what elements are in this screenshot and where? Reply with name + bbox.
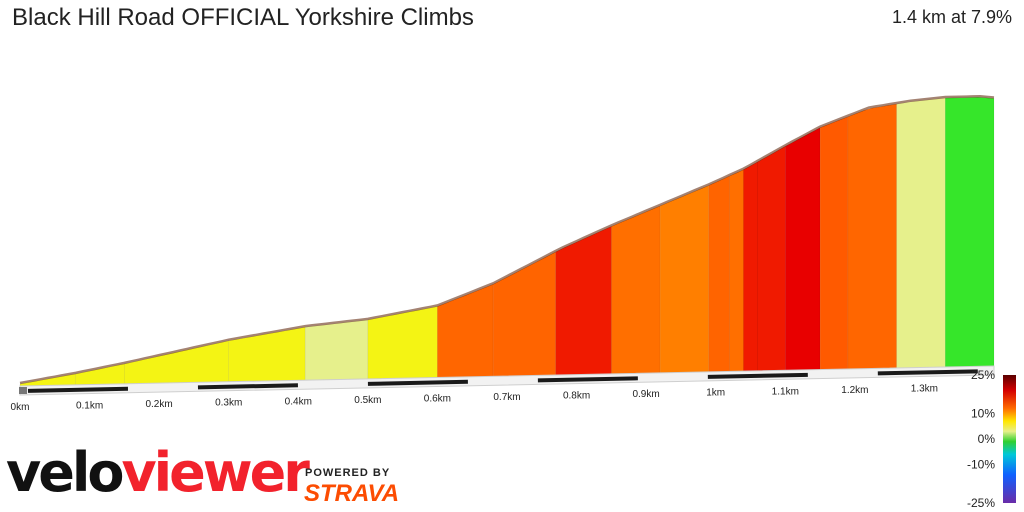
distance-tick-label: 1km: [706, 388, 725, 399]
distance-tick-label: 1.2km: [841, 385, 868, 396]
gradient-segment: [743, 161, 758, 372]
gradient-scale-label: -25%: [967, 496, 995, 510]
distance-gradient-summary: 1.4 km at 7.9%: [891, 7, 1012, 27]
gradient-segment: [555, 225, 612, 376]
veloviewer-logo: veloviewer: [6, 441, 310, 504]
gradient-segment: [944, 96, 995, 368]
distance-tick-label: 0.5km: [354, 395, 381, 406]
distance-tick-label: 0.3km: [215, 398, 242, 409]
profile-edge-line: [19, 95, 995, 385]
road-start-cap: [19, 387, 27, 394]
distance-tick-label: 0.9km: [632, 389, 659, 400]
gradient-scale-label: 0%: [978, 432, 996, 446]
gradient-scale-label: -10%: [967, 458, 995, 472]
road-baseline: [19, 365, 995, 396]
profile-top-edge: [19, 95, 995, 385]
gradient-scale-bar: [1003, 375, 1016, 503]
gradient-segment: [729, 169, 744, 372]
gradient-segment: [784, 127, 821, 371]
distance-tick-label: 0km: [11, 402, 30, 413]
distance-tick-label: 0.1km: [76, 401, 103, 412]
gradient-segment: [124, 340, 229, 385]
powered-by-label: POWERED BY: [305, 467, 391, 479]
gradient-segments: [19, 96, 995, 387]
distance-tick-label: 0.8km: [563, 391, 590, 402]
gradient-segment: [896, 97, 946, 369]
segment-title: Black Hill Road OFFICIAL Yorkshire Climb…: [12, 4, 474, 31]
gradient-segment: [228, 326, 306, 383]
distance-tick-label: 0.2km: [145, 399, 172, 410]
gradient-segment: [819, 116, 849, 370]
distance-tick-label: 0.6km: [424, 393, 451, 404]
gradient-segment: [304, 319, 369, 381]
gradient-segment: [659, 184, 710, 374]
distance-axis: 0km 0.1km 0.2km 0.3km 0.4km 0.5km 0.6km 0.7km 0.…: [11, 383, 938, 413]
gradient-color-scale: 25% 10% 0% -10% -25%: [967, 368, 1016, 510]
gradient-segment: [757, 145, 786, 372]
distance-tick-label: 1.3km: [911, 383, 938, 394]
distance-tick-label: 0.7km: [493, 392, 520, 403]
gradient-segment: [19, 373, 76, 387]
gradient-segment: [611, 205, 661, 375]
gradient-scale-label: 25%: [971, 368, 995, 382]
distance-tick-label: 1.1km: [772, 386, 799, 397]
gradient-segment: [708, 175, 730, 373]
distance-tick-label: 0.4km: [285, 396, 312, 407]
gradient-segment: [847, 103, 897, 370]
gradient-scale-label: 10%: [971, 406, 995, 420]
gradient-segment: [492, 251, 557, 377]
gradient-segment: [437, 283, 494, 378]
strava-logo: STRAVA: [304, 480, 400, 507]
